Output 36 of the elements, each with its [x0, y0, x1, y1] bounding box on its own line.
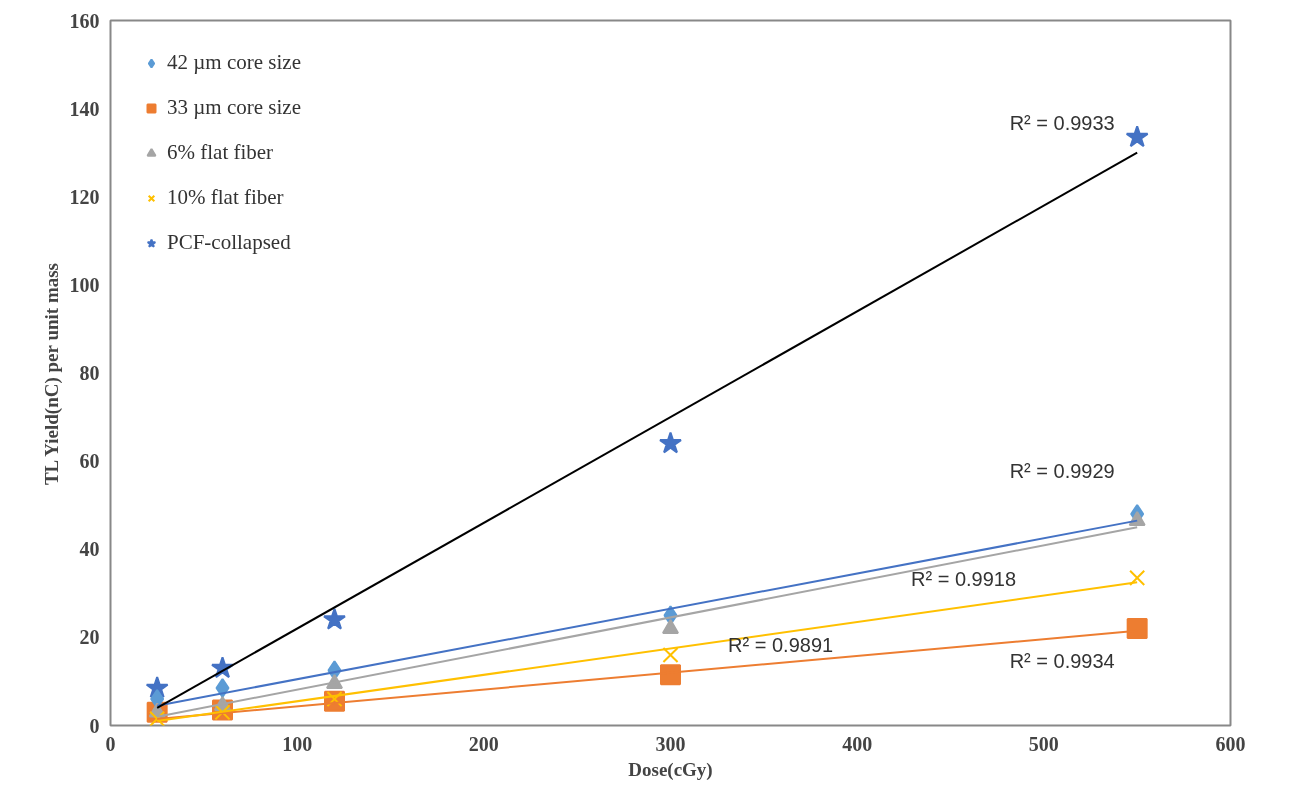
point [662, 646, 679, 664]
legend-label: 6% flat fiber [167, 140, 274, 165]
x-tick-label: 200 [468, 732, 499, 755]
y-tick-label: 0 [89, 714, 100, 737]
legend-label: 10% flat fiber [167, 185, 284, 210]
y-tick-label: 40 [79, 538, 100, 561]
annotation: R² = 0.9933 [1009, 111, 1115, 134]
point [1126, 618, 1148, 640]
point [659, 431, 682, 454]
y-tick-label: 160 [69, 9, 100, 32]
x-tick-label: 500 [1028, 732, 1059, 755]
point [1125, 125, 1149, 148]
point [215, 678, 230, 699]
point [323, 607, 346, 630]
y-axis-title: TL Yield(nC) per unit mass [40, 263, 63, 486]
annotation: R² = 0.9934 [1009, 649, 1115, 672]
x-axis-title: Dose(cGy) [628, 758, 713, 781]
x-tick-label: 600 [1215, 732, 1246, 755]
legend-label: 33 µm core size [167, 95, 301, 120]
annotation: R² = 0.9929 [1009, 459, 1115, 482]
y-tick-label: 120 [69, 185, 100, 208]
annotation: R² = 0.9891 [728, 633, 834, 656]
x-tick-label: 300 [655, 732, 686, 755]
y-tick-label: 140 [69, 97, 100, 120]
y-tick-label: 20 [79, 626, 100, 649]
legend-label: PCF-collapsed [167, 230, 291, 255]
x-tick-label: 0 [105, 732, 116, 755]
x-tick-label: 400 [842, 732, 873, 755]
legend-label: 42 µm core size [167, 50, 301, 75]
y-tick-label: 80 [79, 362, 100, 384]
y-tick-label: 60 [79, 450, 100, 473]
x-tick-label: 100 [282, 732, 313, 755]
point [1129, 569, 1146, 586]
point [660, 664, 681, 686]
y-tick-label: 100 [69, 273, 100, 296]
annotation: R² = 0.9918 [911, 567, 1017, 590]
